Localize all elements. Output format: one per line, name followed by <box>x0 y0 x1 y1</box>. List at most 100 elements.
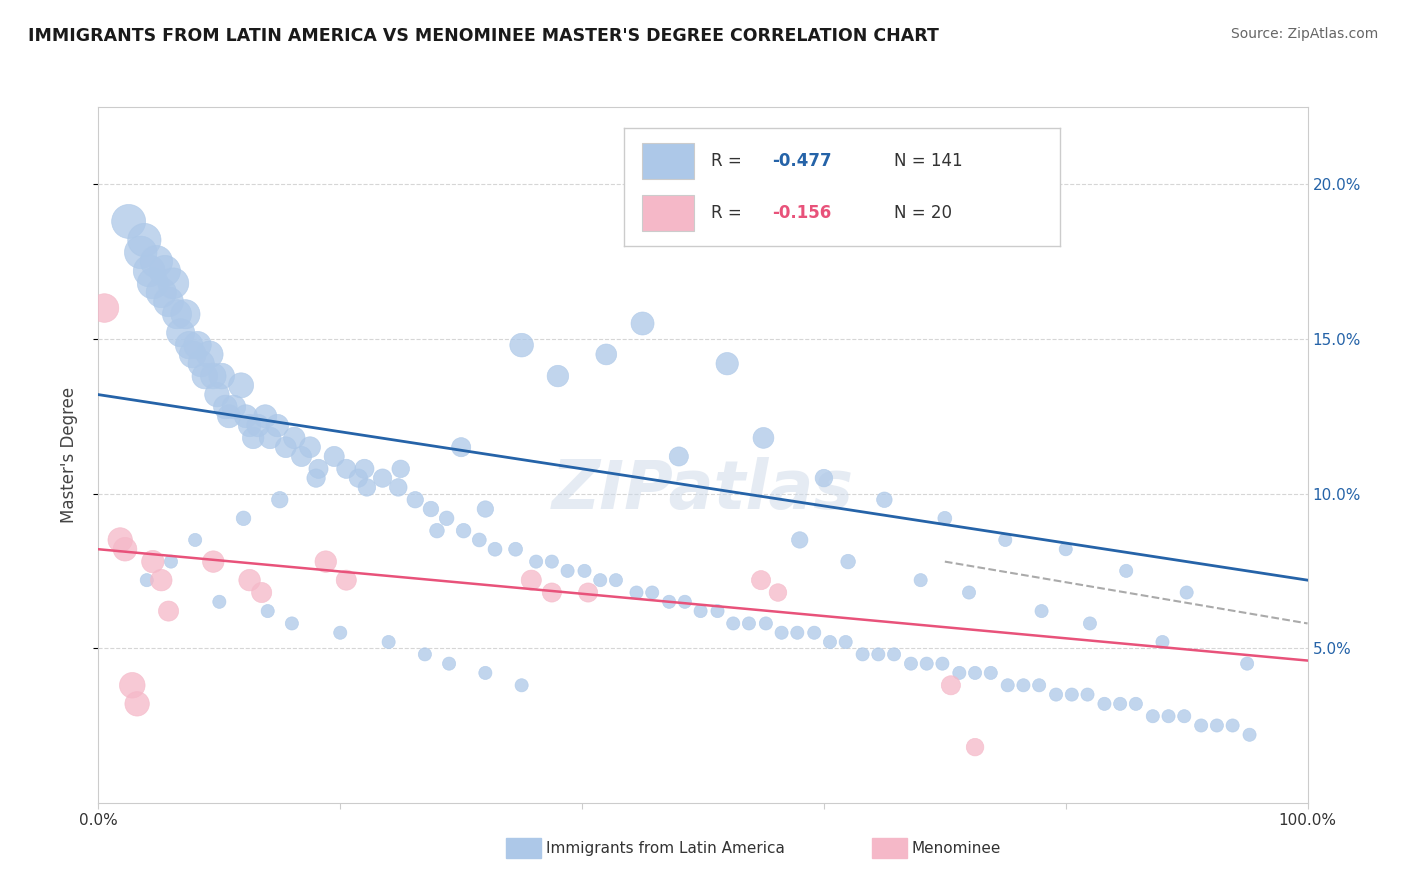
Point <box>347 471 370 485</box>
Point <box>803 625 825 640</box>
Point <box>524 555 547 569</box>
Point <box>1060 688 1083 702</box>
Text: Source: ZipAtlas.com: Source: ZipAtlas.com <box>1230 27 1378 41</box>
Point <box>576 585 599 599</box>
Point <box>329 625 352 640</box>
Point <box>1076 688 1098 702</box>
Point <box>520 573 543 587</box>
Point <box>474 502 496 516</box>
Point <box>749 573 772 587</box>
Point <box>868 648 890 662</box>
Point <box>190 357 212 371</box>
Point <box>108 533 131 547</box>
Point <box>658 595 681 609</box>
Text: Immigrants from Latin America: Immigrants from Latin America <box>546 841 785 855</box>
Point <box>138 264 160 278</box>
Point <box>256 604 278 618</box>
Point <box>541 585 564 599</box>
Point <box>738 616 761 631</box>
Y-axis label: Master's Degree: Master's Degree <box>59 387 77 523</box>
Point <box>450 440 472 454</box>
Point <box>716 357 738 371</box>
Point <box>127 697 149 711</box>
Point <box>353 462 375 476</box>
Point <box>965 740 987 755</box>
Point <box>129 245 152 260</box>
Point <box>668 450 690 464</box>
Point <box>510 678 533 692</box>
Point <box>157 294 180 309</box>
Point <box>134 233 156 247</box>
Point <box>413 648 436 662</box>
Point <box>997 678 1019 692</box>
Point <box>250 585 273 599</box>
Point <box>323 450 346 464</box>
Point <box>957 585 980 599</box>
Point <box>1028 678 1050 692</box>
Text: Menominee: Menominee <box>911 841 1001 855</box>
Point <box>235 409 257 424</box>
Point <box>205 387 228 401</box>
Point <box>1094 697 1116 711</box>
Point <box>169 326 191 340</box>
Point <box>723 616 745 631</box>
Point <box>437 657 460 671</box>
Point <box>283 431 305 445</box>
Point <box>1239 728 1261 742</box>
Point <box>229 378 252 392</box>
Point <box>453 524 475 538</box>
Point <box>202 555 225 569</box>
Point <box>153 264 176 278</box>
Point <box>436 511 458 525</box>
Text: IMMIGRANTS FROM LATIN AMERICA VS MENOMINEE MASTER'S DEGREE CORRELATION CHART: IMMIGRANTS FROM LATIN AMERICA VS MENOMIN… <box>28 27 939 45</box>
Point <box>931 657 953 671</box>
Point <box>484 542 506 557</box>
Point <box>1115 564 1137 578</box>
Point <box>389 462 412 476</box>
Point <box>242 431 264 445</box>
Point <box>505 542 527 557</box>
Point <box>121 678 143 692</box>
Point <box>299 440 322 454</box>
Point <box>150 573 173 587</box>
Point <box>387 480 409 494</box>
Point <box>948 665 970 680</box>
Point <box>145 254 167 268</box>
Point <box>1206 718 1229 732</box>
Point <box>281 616 304 631</box>
Point <box>965 665 987 680</box>
Point <box>114 542 136 557</box>
Point <box>174 307 197 321</box>
Point <box>770 625 793 640</box>
Point <box>789 533 811 547</box>
Point <box>377 635 399 649</box>
Point <box>837 555 859 569</box>
Point <box>184 533 207 547</box>
Point <box>706 604 728 618</box>
Point <box>162 277 184 291</box>
Point <box>755 616 778 631</box>
Point <box>813 471 835 485</box>
Point <box>468 533 491 547</box>
Point <box>557 564 579 578</box>
Point <box>673 595 696 609</box>
Point <box>1142 709 1164 723</box>
Point <box>834 635 856 649</box>
Point <box>259 431 281 445</box>
Point <box>589 573 612 587</box>
Point <box>142 277 165 291</box>
Point <box>939 678 962 692</box>
Point <box>574 564 596 578</box>
Point <box>1157 709 1180 723</box>
Point <box>1175 585 1198 599</box>
Point <box>1222 718 1244 732</box>
Point <box>631 317 654 331</box>
Point <box>980 665 1002 680</box>
Point <box>290 450 312 464</box>
Point <box>426 524 449 538</box>
Point <box>214 400 236 414</box>
Point <box>187 338 209 352</box>
Point <box>1078 616 1101 631</box>
Point <box>641 585 664 599</box>
Point <box>900 657 922 671</box>
